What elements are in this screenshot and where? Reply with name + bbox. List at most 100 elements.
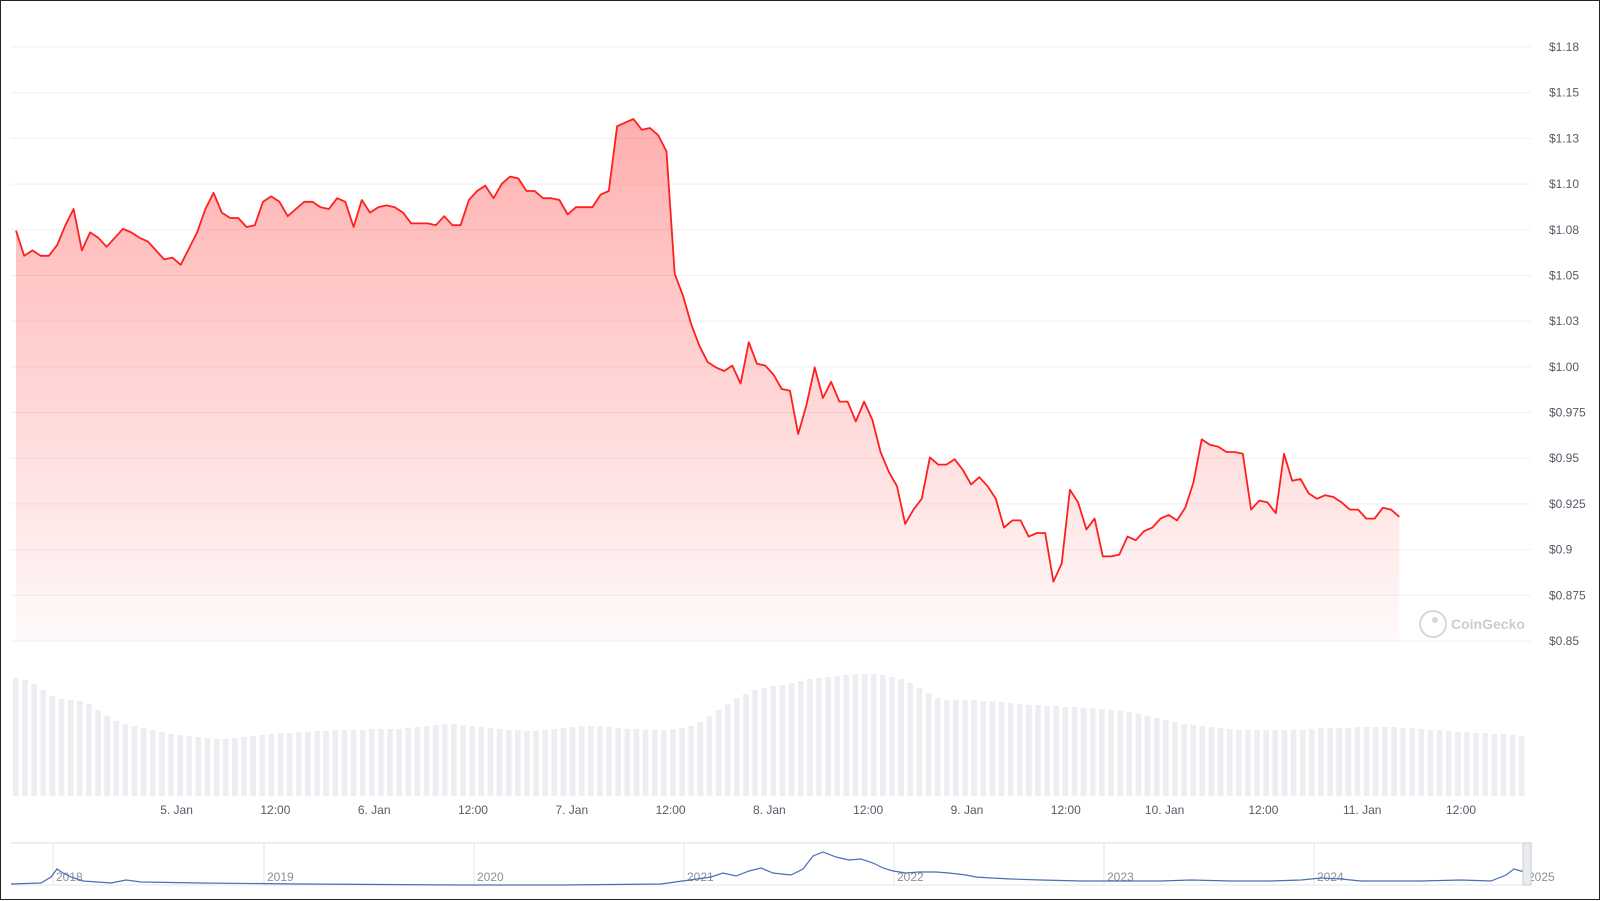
- volume-bar: [980, 701, 987, 796]
- x-tick-label: 12:00: [260, 803, 290, 817]
- x-tick-label: 12:00: [853, 803, 883, 817]
- volume-bar: [880, 675, 886, 796]
- volume-bar: [989, 701, 996, 796]
- navigator-year-label: 2021: [687, 870, 714, 884]
- volume-bar: [1162, 720, 1169, 796]
- volume-bar: [1327, 728, 1333, 796]
- volume-bar: [688, 726, 695, 796]
- volume-bar: [387, 729, 393, 796]
- y-tick-label: $1.08: [1549, 223, 1579, 237]
- y-tick-label: $0.875: [1549, 588, 1586, 602]
- volume-bar: [971, 700, 977, 796]
- volume-bar: [1500, 734, 1507, 796]
- volume-bar: [40, 690, 47, 796]
- volume-bar: [113, 721, 120, 796]
- volume-bar: [1026, 705, 1032, 796]
- volume-bar: [1418, 729, 1425, 796]
- volume-bar: [670, 729, 676, 796]
- volume-bar: [1217, 728, 1224, 796]
- volume-bar: [715, 710, 722, 796]
- volume-bar: [332, 730, 339, 796]
- volume-bar: [1445, 731, 1452, 796]
- volume-bar: [478, 727, 485, 796]
- volume-bar: [1044, 706, 1050, 796]
- volume-bar: [825, 677, 831, 796]
- volume-bar: [907, 683, 914, 796]
- volume-bar: [834, 676, 841, 796]
- volume-bar: [515, 730, 521, 796]
- volume-bar: [277, 733, 284, 796]
- volume-bar: [889, 677, 895, 796]
- volume-bar: [934, 698, 941, 796]
- volume-bar: [861, 674, 868, 796]
- volume-bar: [597, 726, 603, 796]
- volume-bar: [606, 727, 612, 796]
- range-navigator[interactable]: 2018 2019 2020 2021 2022 2023 2024 2025: [10, 842, 1555, 886]
- volume-bar: [1236, 730, 1242, 796]
- volume-bar: [962, 700, 968, 796]
- volume-bar: [1080, 708, 1087, 796]
- volume-bars: [13, 674, 1525, 796]
- y-tick-label: $0.9: [1549, 543, 1573, 557]
- volume-bar: [1126, 712, 1133, 796]
- volume-bar: [779, 685, 786, 796]
- volume-bar: [487, 728, 494, 796]
- volume-bar: [149, 730, 156, 796]
- x-tick-label: 8. Jan: [753, 803, 786, 817]
- volume-bar: [1208, 727, 1215, 796]
- volume-bar: [368, 729, 375, 796]
- volume-bar: [314, 731, 320, 796]
- x-tick-label: 12:00: [656, 803, 686, 817]
- volume-bar: [661, 730, 667, 796]
- navigator-year-label: 2018: [56, 870, 83, 884]
- volume-bar: [770, 686, 777, 796]
- volume-bar: [1318, 728, 1324, 796]
- volume-bar: [1400, 728, 1406, 796]
- volume-bar: [359, 730, 366, 796]
- navigator-year-label: 2023: [1107, 870, 1134, 884]
- volume-bar: [551, 729, 558, 796]
- volume-bar: [58, 699, 65, 796]
- y-tick-label: $0.925: [1549, 497, 1586, 511]
- volume-bar: [1491, 734, 1498, 796]
- volume-bar: [1363, 727, 1370, 796]
- volume-bar: [624, 729, 631, 796]
- volume-bar: [1345, 728, 1352, 796]
- volume-bar: [852, 674, 859, 796]
- x-tick-label: 6. Jan: [358, 803, 391, 817]
- x-tick-label: 12:00: [1051, 803, 1081, 817]
- volume-bar: [916, 688, 923, 796]
- volume-bar: [1099, 709, 1105, 796]
- volume-bar: [195, 737, 202, 796]
- navigator-history-line: [10, 851, 1528, 886]
- navigator-year-label: 2024: [1317, 870, 1344, 884]
- coingecko-watermark: CoinGecko: [1419, 610, 1525, 638]
- volume-bar: [724, 704, 731, 796]
- watermark-text: CoinGecko: [1451, 616, 1525, 632]
- volume-bar: [405, 728, 412, 796]
- volume-bar: [31, 684, 37, 796]
- y-tick-label: $0.95: [1549, 451, 1579, 465]
- volume-bar: [651, 730, 658, 796]
- volume-bar: [423, 726, 430, 796]
- volume-bar: [213, 739, 220, 796]
- volume-bar: [1226, 729, 1233, 796]
- volume-bar: [323, 731, 329, 796]
- volume-bar: [1482, 733, 1489, 796]
- volume-bar: [1035, 705, 1041, 796]
- volume-bar: [1336, 728, 1342, 796]
- volume-bar: [186, 736, 193, 796]
- navigator-year-label: 2022: [897, 870, 924, 884]
- volume-bar: [86, 704, 92, 796]
- volume-bar: [524, 731, 530, 796]
- volume-bar: [569, 727, 576, 796]
- navigator-handle[interactable]: [1522, 842, 1532, 886]
- navigator-year-label: 2020: [477, 870, 504, 884]
- volume-bar: [679, 728, 685, 796]
- volume-bar: [743, 694, 749, 796]
- volume-bar: [752, 690, 758, 796]
- x-tick-label: 9. Jan: [951, 803, 984, 817]
- volume-bar: [49, 696, 56, 796]
